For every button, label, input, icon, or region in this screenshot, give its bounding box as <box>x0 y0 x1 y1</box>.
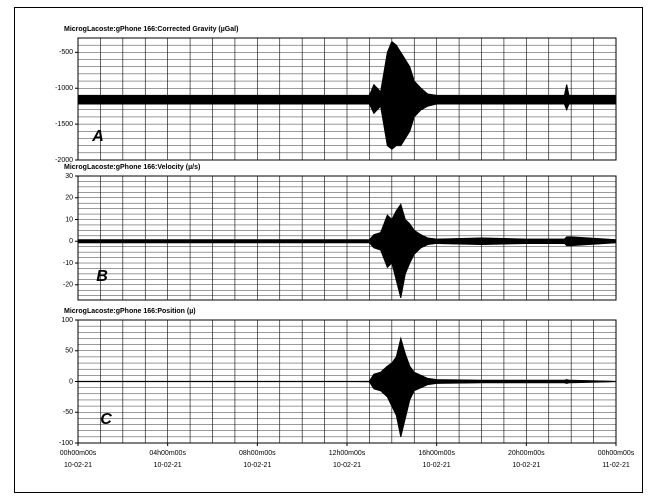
y-tick-label: -10 <box>63 260 73 267</box>
signal-envelope <box>78 381 617 437</box>
signal-envelope <box>78 40 616 96</box>
signal-band <box>436 95 482 105</box>
signal-band <box>568 95 572 105</box>
y-tick-label: -20 <box>63 282 73 289</box>
x-tick-label: 04h00m00s <box>149 450 186 457</box>
x-tick-date: 10-02-21 <box>423 462 451 469</box>
y-tick-label: -50 <box>63 409 73 416</box>
signal-band <box>373 371 381 392</box>
signal-band <box>387 41 393 150</box>
y-tick-label: -2000 <box>55 157 73 164</box>
signal-band <box>346 95 370 105</box>
signal-envelope <box>78 103 616 150</box>
signal-band <box>405 58 411 140</box>
y-tick-label: -500 <box>59 49 73 56</box>
y-tick-label: -1000 <box>55 85 73 92</box>
x-tick-label: 12h00m00s <box>329 450 366 457</box>
signal-band <box>212 95 258 105</box>
signal-band <box>526 95 565 105</box>
y-tick-label: 30 <box>65 173 73 180</box>
signal-band <box>77 95 124 105</box>
signal-envelope <box>78 242 617 298</box>
y-tick-label: -100 <box>59 440 73 447</box>
y-tick-label: 50 <box>65 348 73 355</box>
x-tick-label: 20h00m00s <box>508 450 545 457</box>
signal-band <box>396 44 402 146</box>
signal-band <box>566 236 570 246</box>
panel-label: C <box>100 411 112 428</box>
signal-band <box>570 95 617 105</box>
x-tick-label: 08h00m00s <box>239 450 276 457</box>
signal-band <box>122 95 168 105</box>
signal-band <box>301 95 348 105</box>
y-tick-label: 0 <box>69 378 73 385</box>
x-tick-date: 10-02-21 <box>243 462 271 469</box>
y-tick-label: 0 <box>69 238 73 245</box>
signal-band <box>391 41 397 150</box>
x-tick-date: 11-02-21 <box>602 462 630 469</box>
y-tick-label: 10 <box>65 216 73 223</box>
x-tick-date: 10-02-21 <box>154 462 182 469</box>
signal-band <box>167 95 213 105</box>
x-tick-label: 16h00m00s <box>418 450 455 457</box>
signal-band <box>526 238 565 244</box>
x-tick-date: 10-02-21 <box>64 462 92 469</box>
signal-band <box>387 214 393 268</box>
frame <box>14 7 643 493</box>
x-tick-date: 10-02-21 <box>512 462 540 469</box>
panel-label: A <box>91 128 104 145</box>
panel-title: MicrogLacoste:gPhone 166:Position (µ) <box>64 308 196 315</box>
x-tick-label: 00h00m00s <box>598 450 635 457</box>
x-tick-date: 10-02-21 <box>333 462 361 469</box>
signal-band <box>373 232 381 251</box>
panel-title: MicrogLacoste:gPhone 166:Velocity (µ/s) <box>64 164 200 171</box>
signal-band <box>568 236 572 246</box>
signal-band <box>257 95 303 105</box>
panel-label: B <box>96 268 108 285</box>
y-tick-label: -1500 <box>55 121 73 128</box>
y-tick-label: 100 <box>61 317 73 324</box>
signal-band <box>481 95 527 105</box>
y-tick-label: 20 <box>65 195 73 202</box>
signal-band <box>400 51 406 147</box>
x-tick-label: 00h00m00s <box>60 450 97 457</box>
signal-envelope <box>78 203 617 241</box>
panel-title: MicrogLacoste:gPhone 166:Corrected Gravi… <box>64 26 238 33</box>
